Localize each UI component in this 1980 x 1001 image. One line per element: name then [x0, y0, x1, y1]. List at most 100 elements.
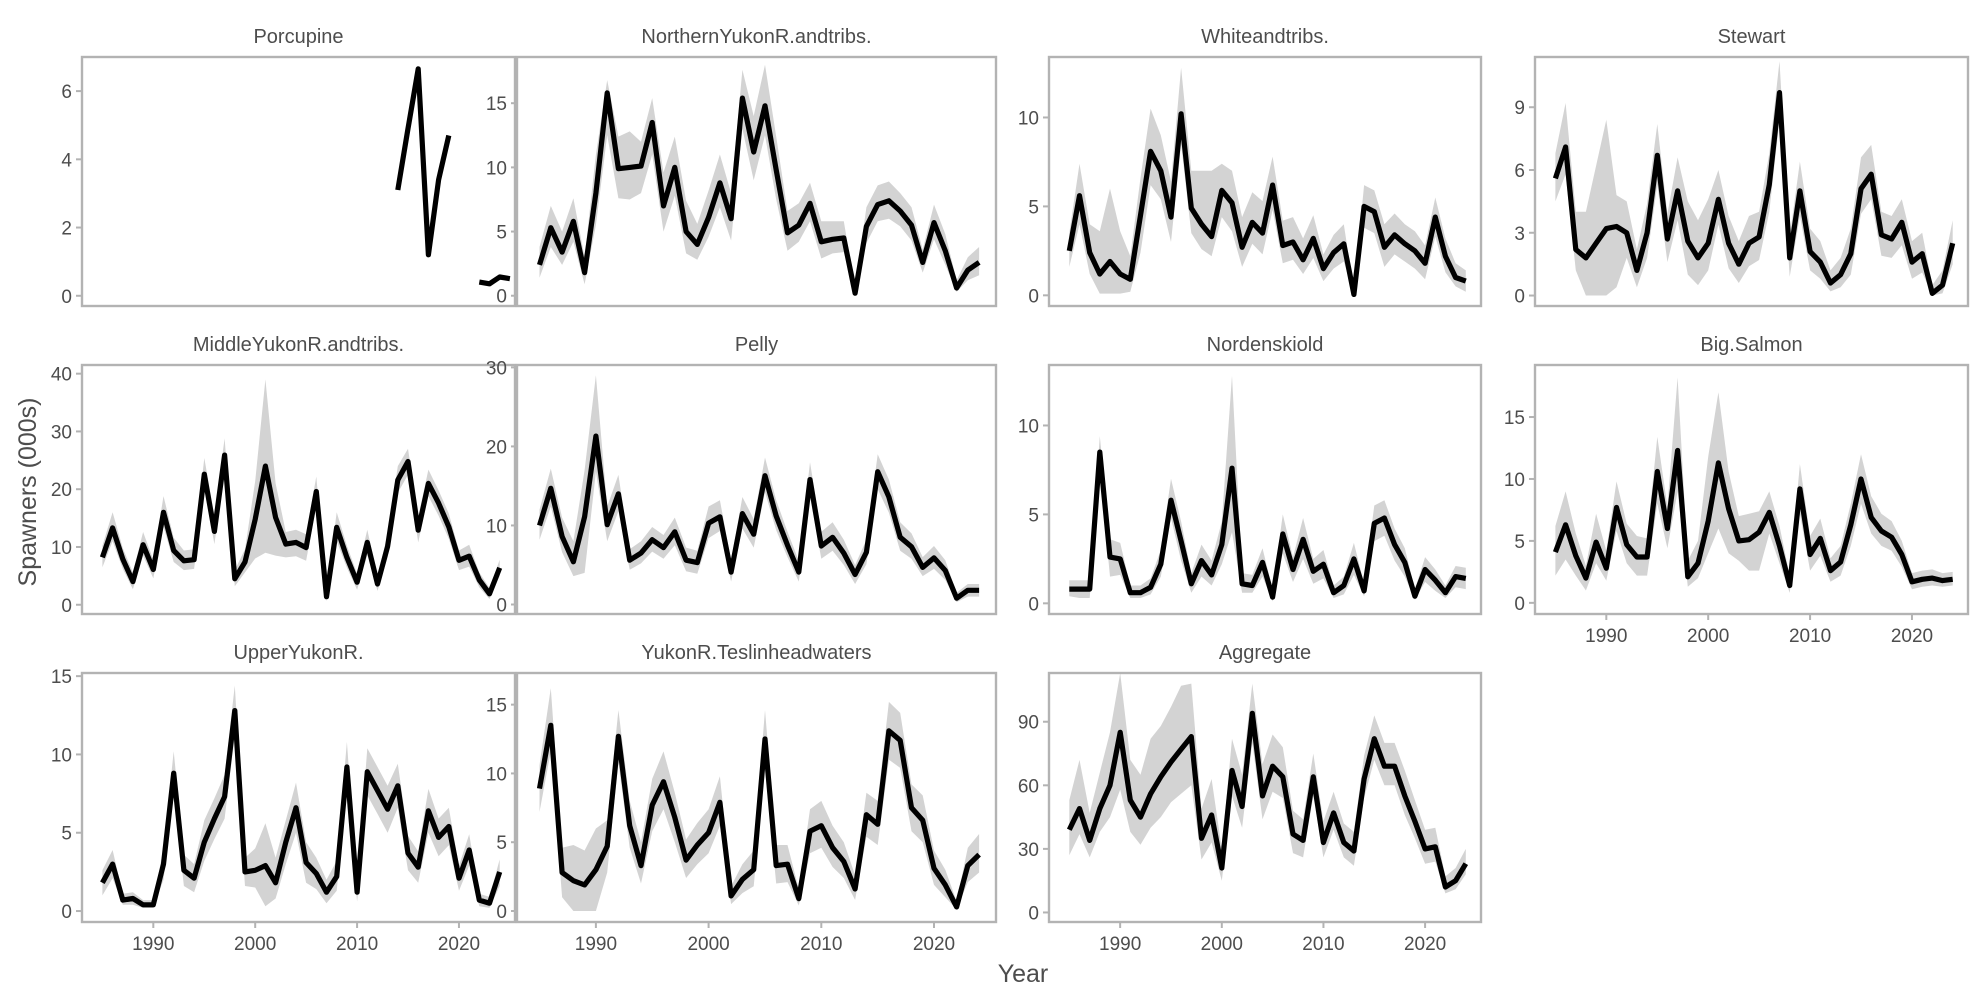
- panel-border: [1047, 55, 1483, 308]
- y-tick-label: 15: [486, 94, 507, 115]
- panel-border: [1533, 363, 1970, 616]
- ci-ribbon: [102, 379, 500, 602]
- x-tick-label: 2010: [336, 934, 378, 955]
- y-tick-label: 5: [496, 833, 507, 854]
- y-tick-label: 15: [1504, 408, 1525, 429]
- series-line: [1552, 89, 1956, 296]
- facet-title: NorthernYukonR.andtribs.: [641, 26, 871, 48]
- y-tick-label: 0: [496, 287, 507, 308]
- facet-title: Aggregate: [1219, 642, 1311, 664]
- y-tick-label: 5: [496, 223, 507, 244]
- x-tick-label: 2020: [438, 934, 480, 955]
- facet-aggregate: Aggregate 0 30 60 90 1990 2000 2010 2020: [1018, 642, 1483, 955]
- y-tick-label: 0: [1514, 287, 1525, 308]
- series-line: [537, 90, 981, 296]
- panel-border: [515, 55, 998, 308]
- facet-title: YukonR.Teslinheadwaters: [641, 642, 871, 664]
- facet-middleyukonr-andtribs: MiddleYukonR.andtribs. 0 10 20 30 40: [51, 334, 517, 617]
- x-tick-label: 1990: [1585, 626, 1627, 647]
- facet-northernyukonr-andtribs: NorthernYukonR.andtribs. 0 5 10 15: [486, 26, 998, 308]
- y-tick-label: 4: [61, 150, 72, 171]
- y-tick-label: 30: [486, 358, 507, 379]
- y-axis-title: Spawners (000s): [14, 398, 42, 587]
- x-tick-label: 2010: [1789, 626, 1831, 647]
- y-tick-label: 10: [51, 745, 72, 766]
- y-tick-label: 15: [51, 667, 72, 688]
- y-tick-label: 20: [51, 480, 72, 501]
- y-tick-label: 0: [1028, 903, 1039, 924]
- panel-border: [1047, 363, 1483, 616]
- x-tick-label: 2010: [1302, 934, 1344, 955]
- y-tick-label: 10: [1018, 416, 1039, 437]
- y-tick-label: 3: [1514, 224, 1525, 245]
- y-tick-label: 0: [496, 902, 507, 923]
- y-tick-label: 5: [1514, 532, 1525, 553]
- panel-border: [80, 363, 517, 616]
- y-tick-label: 10: [1504, 470, 1525, 491]
- series-line: [1069, 449, 1467, 600]
- x-tick-label: 1990: [575, 934, 617, 955]
- ci-ribbon: [1069, 375, 1466, 602]
- x-axis-title: Year: [998, 960, 1049, 988]
- facet-porcupine: Porcupine 0 2 4 6: [61, 26, 517, 308]
- y-tick-label: 0: [61, 287, 72, 308]
- facet-title: Big.Salmon: [1700, 334, 1802, 356]
- series-line: [1552, 447, 1954, 589]
- series-line: [99, 452, 503, 600]
- y-tick-label: 30: [1018, 840, 1039, 861]
- panel-border: [1533, 55, 1970, 308]
- x-tick-label: 2010: [800, 934, 842, 955]
- facet-title: Nordenskiold: [1207, 334, 1324, 356]
- y-tick-label: 10: [486, 764, 507, 785]
- y-tick-label: 0: [1028, 286, 1039, 307]
- facet-big-salmon: Big.Salmon 0 5 10 15 1990 2000 2010 2020: [1504, 334, 1970, 647]
- y-tick-label: 6: [1514, 161, 1525, 182]
- y-tick-label: 20: [486, 437, 507, 458]
- x-tick-label: 2020: [913, 934, 955, 955]
- ci-ribbon: [539, 64, 980, 296]
- series-line: [1066, 111, 1467, 297]
- facet-pelly: Pelly 0 10 20 30: [486, 334, 998, 617]
- x-tick-label: 1990: [132, 934, 174, 955]
- series-line: [1066, 710, 1469, 890]
- x-tick-label: 2000: [1687, 626, 1729, 647]
- facet-yukonr-teslinheadwaters: YukonR.Teslinheadwaters 0 5 10 15 1990 2000 201…: [486, 642, 998, 955]
- y-tick-label: 60: [1018, 776, 1039, 797]
- facet-title: Pelly: [735, 334, 778, 356]
- facet-title: UpperYukonR.: [233, 642, 363, 664]
- y-tick-label: 0: [61, 596, 72, 617]
- x-tick-label: 2020: [1404, 934, 1446, 955]
- panel-border: [1047, 671, 1483, 924]
- y-tick-label: 30: [51, 422, 72, 443]
- y-tick-label: 5: [1028, 197, 1039, 218]
- facet-whiteandtribs: Whiteandtribs. 0 5 10: [1018, 26, 1483, 308]
- y-tick-label: 10: [51, 538, 72, 559]
- facet-upperyukonr: UpperYukonR. 0 5 10 15 1990 2000 2010 2020: [51, 642, 517, 955]
- y-tick-label: 15: [486, 696, 507, 717]
- ci-ribbon: [539, 375, 980, 603]
- y-tick-label: 40: [51, 365, 72, 386]
- y-tick-label: 10: [486, 158, 507, 179]
- facet-nordenskiold: Nordenskiold 0 5 10: [1018, 334, 1483, 616]
- y-tick-label: 90: [1018, 713, 1039, 734]
- y-tick-label: 10: [486, 516, 507, 537]
- x-tick-label: 1990: [1099, 934, 1141, 955]
- y-tick-label: 0: [496, 596, 507, 617]
- y-tick-label: 5: [61, 824, 72, 845]
- y-tick-label: 9: [1514, 98, 1525, 119]
- series-line: [478, 274, 511, 287]
- facet-title: Porcupine: [253, 26, 343, 48]
- series-line: [100, 707, 503, 908]
- facet-stewart: Stewart 0 3 6 9: [1514, 26, 1970, 308]
- y-tick-label: 0: [1514, 594, 1525, 615]
- x-tick-label: 2020: [1891, 626, 1933, 647]
- facet-title: MiddleYukonR.andtribs.: [193, 334, 404, 356]
- y-tick-label: 10: [1018, 108, 1039, 129]
- x-tick-label: 2000: [1201, 934, 1243, 955]
- x-tick-label: 2000: [234, 934, 276, 955]
- facet-title: Whiteandtribs.: [1201, 26, 1329, 48]
- x-tick-label: 2000: [687, 934, 729, 955]
- y-tick-label: 2: [61, 219, 72, 240]
